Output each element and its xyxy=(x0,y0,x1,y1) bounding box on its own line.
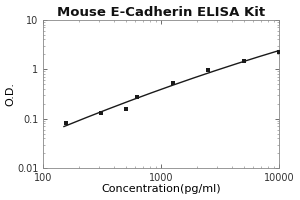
X-axis label: Concentration(pg/ml): Concentration(pg/ml) xyxy=(101,184,221,194)
Y-axis label: O.D.: O.D. xyxy=(6,82,16,106)
Title: Mouse E-Cadherin ELISA Kit: Mouse E-Cadherin ELISA Kit xyxy=(57,6,265,19)
